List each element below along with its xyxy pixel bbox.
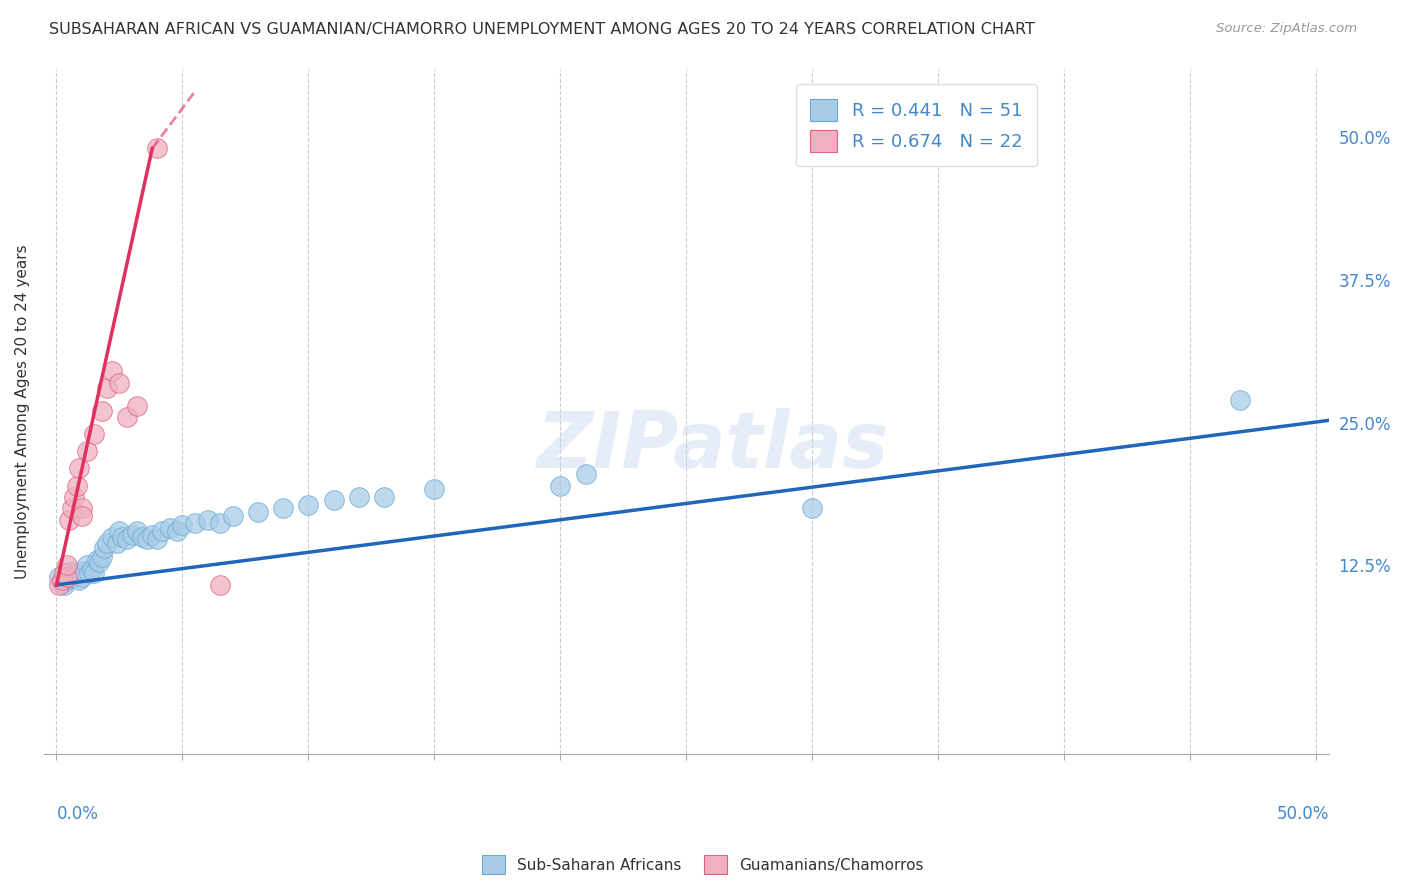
Point — [67, 574, 90, 588]
Point — [373, 490, 395, 504]
Text: SUBSAHARAN AFRICAN VS GUAMANIAN/CHAMORRO UNEMPLOYMENT AMONG AGES 20 TO 24 YEARS : SUBSAHARAN AFRICAN VS GUAMANIAN/CHAMORRO… — [49, 22, 1035, 37]
Legend: R = 0.441   N = 51, R = 0.674   N = 22: R = 0.441 N = 51, R = 0.674 N = 22 — [796, 85, 1038, 167]
Point — [105, 535, 128, 549]
Point — [127, 524, 149, 539]
Text: ZIPatlas: ZIPatlas — [536, 408, 889, 483]
Point — [77, 566, 100, 581]
Text: Source: ZipAtlas.com: Source: ZipAtlas.com — [1216, 22, 1357, 36]
Point — [131, 530, 153, 544]
Point — [55, 570, 77, 584]
Point — [63, 490, 86, 504]
Point — [70, 509, 93, 524]
Point — [297, 498, 319, 512]
Point — [80, 562, 103, 576]
Point — [93, 541, 115, 556]
Point — [66, 566, 89, 581]
Point — [247, 505, 270, 519]
Point — [146, 141, 169, 155]
Point — [48, 570, 70, 584]
Point — [89, 555, 111, 569]
Point — [83, 566, 105, 581]
Point — [73, 564, 96, 578]
Point — [96, 381, 118, 395]
Point — [70, 501, 93, 516]
Point — [172, 518, 194, 533]
Point — [108, 524, 131, 539]
Point — [150, 524, 173, 539]
Point — [115, 409, 138, 424]
Point — [58, 513, 80, 527]
Point — [67, 461, 90, 475]
Point — [136, 532, 159, 546]
Point — [96, 535, 118, 549]
Point — [76, 558, 98, 573]
Point — [159, 521, 181, 535]
Y-axis label: Unemployment Among Ages 20 to 24 years: Unemployment Among Ages 20 to 24 years — [15, 244, 30, 579]
Point — [209, 516, 232, 531]
Point — [58, 570, 80, 584]
Point — [101, 364, 124, 378]
Point — [55, 574, 77, 588]
Point — [184, 516, 207, 531]
Point — [115, 532, 138, 546]
Point — [86, 553, 108, 567]
Point — [55, 566, 77, 581]
Point — [574, 467, 596, 481]
Point — [70, 570, 93, 584]
Point — [121, 527, 143, 541]
Point — [550, 478, 572, 492]
Text: 0.0%: 0.0% — [56, 805, 98, 823]
Point — [53, 578, 76, 592]
Point — [197, 513, 219, 527]
Text: 50.0%: 50.0% — [1277, 805, 1329, 823]
Point — [53, 566, 76, 581]
Point — [63, 570, 86, 584]
Point — [222, 509, 245, 524]
Legend: Sub-Saharan Africans, Guamanians/Chamorros: Sub-Saharan Africans, Guamanians/Chamorr… — [475, 849, 931, 880]
Point — [322, 493, 344, 508]
Point — [76, 444, 98, 458]
Point — [90, 550, 112, 565]
Point — [90, 404, 112, 418]
Point — [51, 574, 73, 588]
Point — [423, 482, 446, 496]
Point — [146, 532, 169, 546]
Point — [108, 376, 131, 390]
Point — [347, 490, 370, 504]
Point — [55, 558, 77, 573]
Point — [60, 564, 83, 578]
Point — [209, 578, 232, 592]
Point — [801, 501, 824, 516]
Point — [48, 578, 70, 592]
Point — [127, 399, 149, 413]
Point — [83, 427, 105, 442]
Point — [101, 530, 124, 544]
Point — [1229, 392, 1251, 407]
Point — [141, 527, 163, 541]
Point — [271, 501, 294, 516]
Point — [166, 524, 188, 539]
Point — [51, 575, 73, 590]
Point — [66, 478, 89, 492]
Point — [60, 501, 83, 516]
Point — [111, 530, 134, 544]
